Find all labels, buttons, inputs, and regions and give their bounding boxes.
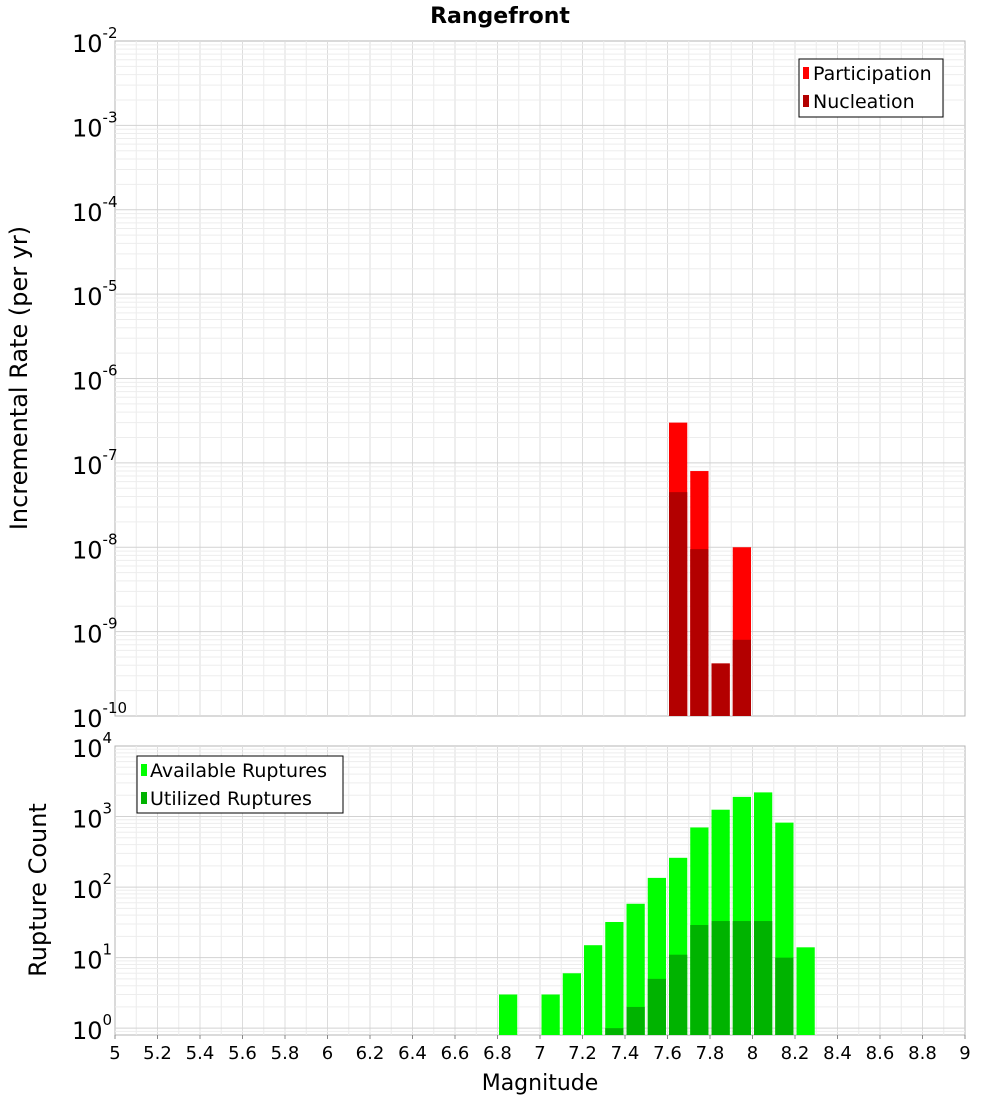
x-tick-label: 5.6 <box>228 1043 257 1064</box>
count-available-ruptures-bar <box>605 921 624 1035</box>
x-tick-label: 6.8 <box>483 1043 512 1064</box>
rate-y-tick-label: 10-10 <box>72 699 127 733</box>
count-available-ruptures-bar <box>562 973 581 1035</box>
count-utilized-ruptures-bar <box>605 1028 624 1035</box>
x-tick-label: 6 <box>322 1043 333 1064</box>
count-y-tick-label: 101 <box>72 941 112 975</box>
chart-title: Rangefront <box>430 4 570 29</box>
x-tick-label: 6.4 <box>398 1043 427 1064</box>
utilized-ruptures-legend-label: Utilized Ruptures <box>150 788 312 810</box>
x-tick-label: 8.4 <box>823 1043 852 1064</box>
count-bars <box>499 792 815 1035</box>
available-ruptures-legend-swatch <box>141 764 147 776</box>
rate-y-tick-label: 10-3 <box>72 108 118 142</box>
x-tick-label: 7 <box>534 1043 545 1064</box>
x-tick-label: 7.6 <box>653 1043 682 1064</box>
count-available-ruptures-bar <box>584 945 603 1035</box>
rate-y-tick-label: 10-4 <box>72 193 118 227</box>
nucleation-legend-swatch <box>803 95 809 107</box>
participation-legend-swatch <box>803 67 809 79</box>
count-utilized-ruptures-bar <box>626 1006 645 1035</box>
x-tick-label: 5.8 <box>271 1043 300 1064</box>
count-utilized-ruptures-bar <box>754 921 773 1035</box>
count-legend: Available Ruptures Utilized Ruptures <box>136 755 344 814</box>
count-available-ruptures-bar <box>796 947 815 1035</box>
rate-nucleation-bar <box>732 639 751 716</box>
available-ruptures-legend-label: Available Ruptures <box>150 760 327 782</box>
count-legend-box <box>136 755 344 814</box>
rate-y-tick-label: 10-7 <box>72 446 118 480</box>
count-y-axis-label: Rupture Count <box>24 803 52 977</box>
rate-legend-box <box>798 58 944 118</box>
x-tick-label: 8.8 <box>908 1043 937 1064</box>
rate-bars <box>669 422 751 716</box>
rate-y-tick-label: 10-8 <box>72 530 118 564</box>
count-utilized-ruptures-bar <box>690 925 709 1035</box>
count-available-ruptures-bar <box>626 903 645 1035</box>
count-y-tick-label: 104 <box>72 729 112 763</box>
rate-y-axis-label: Incremental Rate (per yr) <box>5 226 33 530</box>
rate-nucleation-bar <box>669 492 688 716</box>
rate-nucleation-bar <box>690 549 709 716</box>
count-utilized-ruptures-bar <box>669 954 688 1035</box>
count-grid <box>115 746 965 1035</box>
count-available-ruptures-bar <box>541 994 560 1035</box>
rate-legend: Participation Nucleation <box>798 58 944 118</box>
x-tick-label: 8.6 <box>866 1043 895 1064</box>
rate-y-tick-label: 10-6 <box>72 362 118 396</box>
rate-y-tick-label: 10-2 <box>72 24 118 58</box>
count-y-tick-label: 100 <box>72 1011 112 1045</box>
x-tick-label: 5.2 <box>143 1043 172 1064</box>
x-tick-label: 7.4 <box>611 1043 640 1064</box>
count-panel: 100 101 102 103 104 5 5.2 5.4 5.6 5.8 6 6.2 6.4 6.6 6… <box>24 729 971 1096</box>
nucleation-legend-label: Nucleation <box>813 91 915 113</box>
x-tick-label: 6.2 <box>356 1043 385 1064</box>
rate-y-ticks: 10-10 10-9 10-8 10-7 10-6 10-5 10-4 10-3 10-2 <box>72 24 127 733</box>
x-tick-label: 5 <box>109 1043 120 1064</box>
x-tick-label: 6.6 <box>441 1043 470 1064</box>
x-tick-label: 8 <box>747 1043 758 1064</box>
count-y-tick-label: 103 <box>72 800 112 834</box>
x-tick-label: 8.2 <box>781 1043 810 1064</box>
x-tick-label: 9 <box>959 1043 970 1064</box>
rate-panel: 10-10 10-9 10-8 10-7 10-6 10-5 10-4 10-3 10-2 In… <box>5 24 966 733</box>
x-axis-label: Magnitude <box>482 1071 599 1096</box>
participation-legend-label: Participation <box>813 63 932 85</box>
count-utilized-ruptures-bar <box>647 978 666 1035</box>
count-utilized-ruptures-bar <box>775 957 794 1035</box>
x-tick-label: 7.2 <box>568 1043 597 1064</box>
count-y-ticks: 100 101 102 103 104 <box>72 729 112 1045</box>
rate-y-tick-label: 10-9 <box>72 615 118 649</box>
rate-nucleation-bar <box>711 663 730 716</box>
rate-y-tick-label: 10-5 <box>72 277 118 311</box>
count-utilized-ruptures-bar <box>732 921 751 1035</box>
x-tick-label: 5.4 <box>186 1043 215 1064</box>
count-available-ruptures-bar <box>499 994 518 1035</box>
utilized-ruptures-legend-swatch <box>141 792 147 804</box>
count-y-tick-label: 102 <box>72 870 112 904</box>
x-tick-label: 7.8 <box>696 1043 725 1064</box>
magnitude-x-ticks: 5 5.2 5.4 5.6 5.8 6 6.2 6.4 6.6 6.8 7 7.2 7.4 7.6 7.8 8… <box>109 1035 971 1064</box>
rate-grid <box>115 41 965 716</box>
count-utilized-ruptures-bar <box>711 921 730 1035</box>
